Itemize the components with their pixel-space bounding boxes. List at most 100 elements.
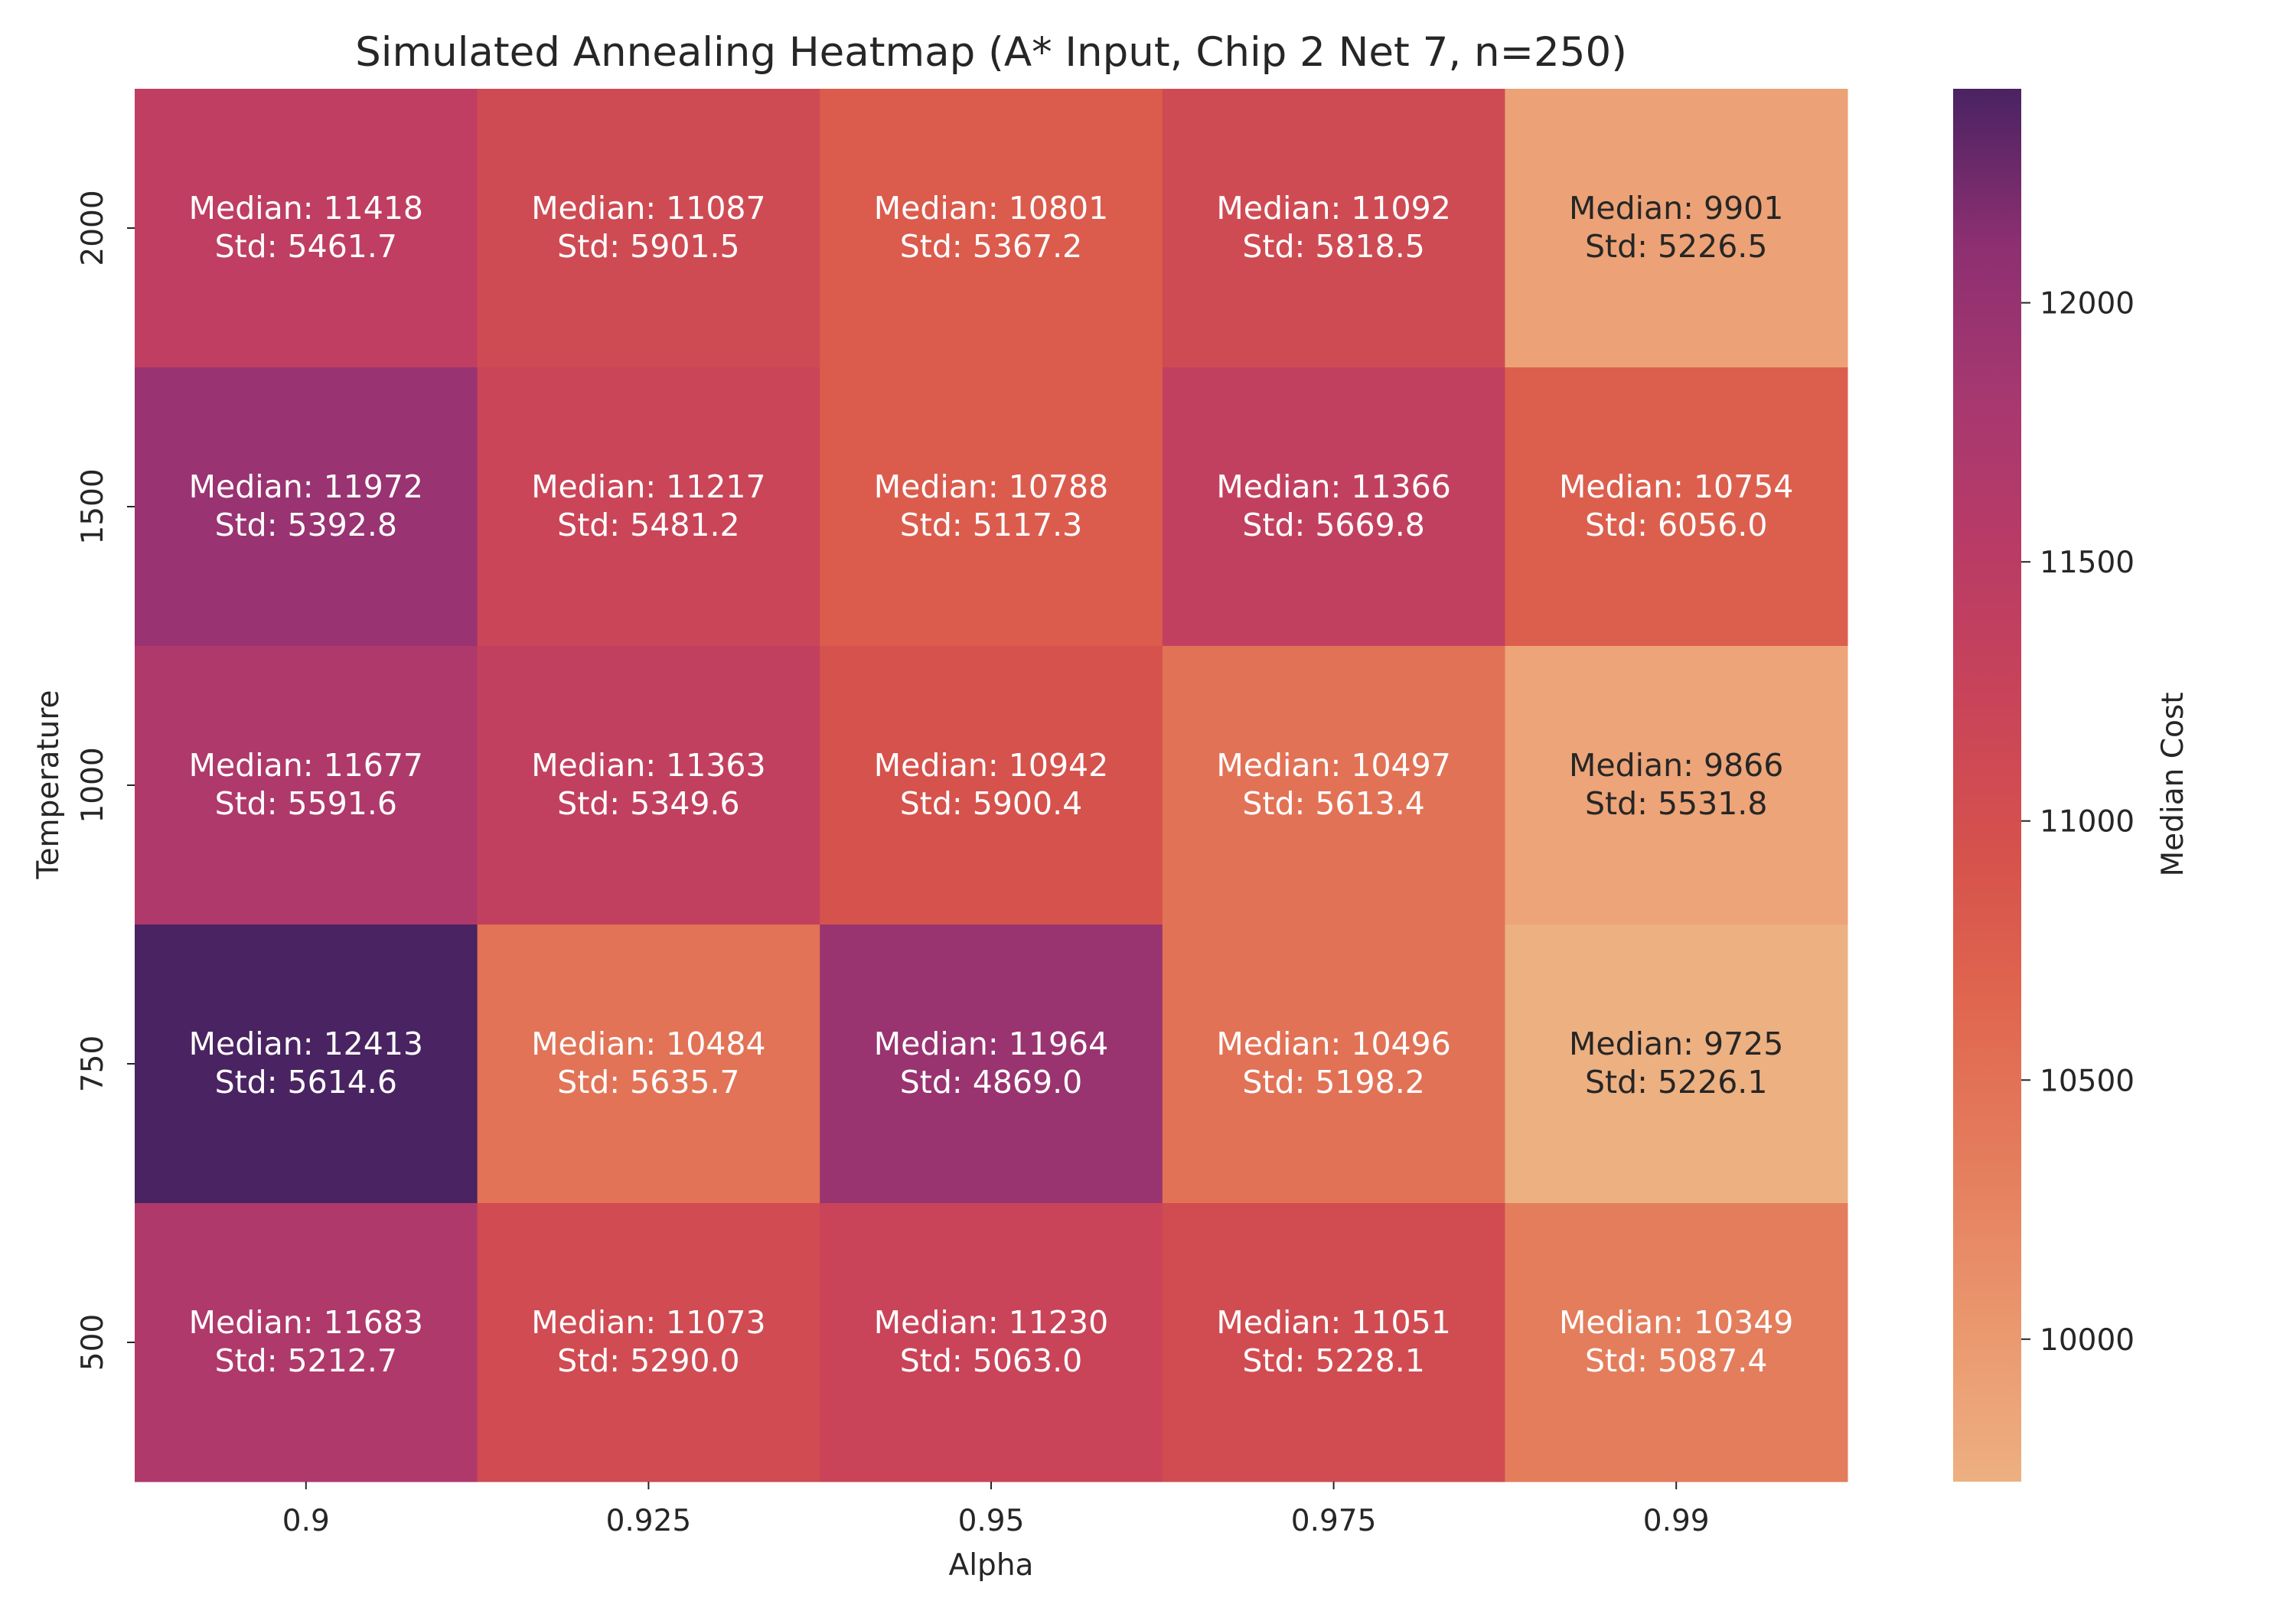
cell-std-label: Std: 5087.4 bbox=[1585, 1342, 1767, 1379]
cell-std-label: Std: 5228.1 bbox=[1242, 1342, 1424, 1379]
colorbar-tick-label: 11500 bbox=[2040, 546, 2135, 580]
x-tick-label: 0.925 bbox=[606, 1504, 692, 1538]
cell-std-label: Std: 5117.3 bbox=[900, 507, 1082, 543]
heatmap-cell bbox=[135, 367, 478, 647]
cell-median-label: Median: 11683 bbox=[189, 1304, 423, 1341]
cell-median-label: Median: 9866 bbox=[1569, 747, 1783, 784]
cell-std-label: Std: 5392.8 bbox=[215, 507, 397, 543]
heatmap-cell bbox=[820, 367, 1163, 647]
y-tick-label: 750 bbox=[76, 1035, 110, 1092]
heatmap-cell bbox=[1162, 367, 1505, 647]
cell-median-label: Median: 9725 bbox=[1569, 1026, 1783, 1062]
cell-std-label: Std: 5635.7 bbox=[557, 1064, 739, 1101]
cell-median-label: Median: 11363 bbox=[531, 747, 765, 784]
cell-median-label: Median: 11418 bbox=[189, 190, 423, 227]
cell-median-label: Median: 10484 bbox=[531, 1026, 765, 1062]
heatmap-cell bbox=[477, 925, 820, 1204]
cell-median-label: Median: 11964 bbox=[874, 1026, 1108, 1062]
cell-median-label: Median: 10754 bbox=[1559, 468, 1793, 505]
cell-std-label: Std: 5613.4 bbox=[1242, 785, 1424, 822]
cell-median-label: Median: 11217 bbox=[531, 468, 765, 505]
heatmap-cell bbox=[135, 1203, 478, 1482]
cell-std-label: Std: 5349.6 bbox=[557, 785, 739, 822]
colorbar-ticks: 10000 10500 11000 11500 12000 bbox=[2021, 287, 2135, 1358]
cell-std-label: Std: 5367.2 bbox=[900, 228, 1082, 265]
cell-median-label: Median: 10788 bbox=[874, 468, 1108, 505]
cell-std-label: Std: 5063.0 bbox=[900, 1342, 1082, 1379]
heatmap-cell bbox=[820, 1203, 1163, 1482]
y-tick-label: 1500 bbox=[76, 468, 110, 544]
heatmap-cell bbox=[820, 89, 1163, 368]
y-axis-ticks: 2000 1500 1000 750 500 bbox=[76, 190, 135, 1371]
heatmap-cell bbox=[1505, 89, 1848, 368]
cell-std-label: Std: 4869.0 bbox=[900, 1064, 1082, 1101]
cell-std-label: Std: 5290.0 bbox=[557, 1342, 739, 1379]
x-tick-label: 0.975 bbox=[1291, 1504, 1377, 1538]
cell-std-label: Std: 5900.4 bbox=[900, 785, 1082, 822]
cell-median-label: Median: 10801 bbox=[874, 190, 1108, 227]
colorbar-label: Median Cost bbox=[2156, 693, 2190, 877]
cell-median-label: Median: 11677 bbox=[189, 747, 423, 784]
heatmap-cell bbox=[135, 646, 478, 925]
cell-median-label: Median: 11087 bbox=[531, 190, 765, 227]
cell-median-label: Median: 11366 bbox=[1216, 468, 1450, 505]
heatmap-cell bbox=[135, 925, 478, 1204]
cell-std-label: Std: 5461.7 bbox=[215, 228, 397, 265]
heatmap-cell bbox=[820, 925, 1163, 1204]
x-tick-label: 0.99 bbox=[1643, 1504, 1710, 1538]
chart-title: Simulated Annealing Heatmap (A* Input, C… bbox=[355, 29, 1627, 76]
colorbar-tick-label: 10000 bbox=[2040, 1323, 2135, 1358]
y-tick-label: 500 bbox=[76, 1314, 110, 1371]
cell-std-label: Std: 5614.6 bbox=[215, 1064, 397, 1101]
heatmap-cell bbox=[477, 1203, 820, 1482]
cell-std-label: Std: 5198.2 bbox=[1242, 1064, 1424, 1101]
colorbar bbox=[1953, 89, 2021, 1482]
heatmap-cell bbox=[1162, 925, 1505, 1204]
heatmap-cell bbox=[135, 89, 478, 368]
x-tick-label: 0.9 bbox=[282, 1504, 330, 1538]
heatmap-cell bbox=[1505, 367, 1848, 647]
cell-std-label: Std: 5669.8 bbox=[1242, 507, 1424, 543]
cell-median-label: Median: 11972 bbox=[189, 468, 423, 505]
cell-std-label: Std: 5226.1 bbox=[1585, 1064, 1767, 1101]
cell-std-label: Std: 5531.8 bbox=[1585, 785, 1767, 822]
heatmap-cell bbox=[1505, 1203, 1848, 1482]
heatmap-cell bbox=[477, 367, 820, 647]
colorbar-tick-label: 12000 bbox=[2040, 287, 2135, 321]
x-axis-label: Alpha bbox=[949, 1548, 1034, 1583]
heatmap-cell bbox=[1162, 646, 1505, 925]
cell-median-label: Median: 11230 bbox=[874, 1304, 1108, 1341]
cell-median-label: Median: 11092 bbox=[1216, 190, 1450, 227]
heatmap-cell bbox=[1162, 1203, 1505, 1482]
heatmap-cell bbox=[1162, 89, 1505, 368]
cell-median-label: Median: 11073 bbox=[531, 1304, 765, 1341]
cell-median-label: Median: 11051 bbox=[1216, 1304, 1450, 1341]
heatmap-cell bbox=[477, 89, 820, 368]
cell-std-label: Std: 6056.0 bbox=[1585, 507, 1767, 543]
cell-median-label: Median: 10496 bbox=[1216, 1026, 1450, 1062]
cell-std-label: Std: 5481.2 bbox=[557, 507, 739, 543]
heatmap-cell bbox=[1505, 646, 1848, 925]
cell-median-label: Median: 12413 bbox=[189, 1026, 423, 1062]
cell-median-label: Median: 10942 bbox=[874, 747, 1108, 784]
colorbar-tick-label: 10500 bbox=[2040, 1064, 2135, 1098]
y-axis-label: Temperature bbox=[31, 690, 66, 879]
y-tick-label: 2000 bbox=[76, 190, 110, 266]
colorbar-tick-label: 11000 bbox=[2040, 805, 2135, 840]
cell-median-label: Median: 9901 bbox=[1569, 190, 1783, 227]
cell-std-label: Std: 5226.5 bbox=[1585, 228, 1767, 265]
heatmap-cell bbox=[820, 646, 1163, 925]
cell-median-label: Median: 10349 bbox=[1559, 1304, 1793, 1341]
cell-std-label: Std: 5212.7 bbox=[215, 1342, 397, 1379]
cell-std-label: Std: 5818.5 bbox=[1242, 228, 1424, 265]
x-tick-label: 0.95 bbox=[958, 1504, 1025, 1538]
cell-std-label: Std: 5901.5 bbox=[557, 228, 739, 265]
x-axis-ticks: 0.9 0.925 0.95 0.975 0.99 bbox=[282, 1482, 1710, 1538]
cell-median-label: Median: 10497 bbox=[1216, 747, 1450, 784]
heatmap-cell bbox=[477, 646, 820, 925]
cell-std-label: Std: 5591.6 bbox=[215, 785, 397, 822]
y-tick-label: 1000 bbox=[76, 747, 110, 823]
